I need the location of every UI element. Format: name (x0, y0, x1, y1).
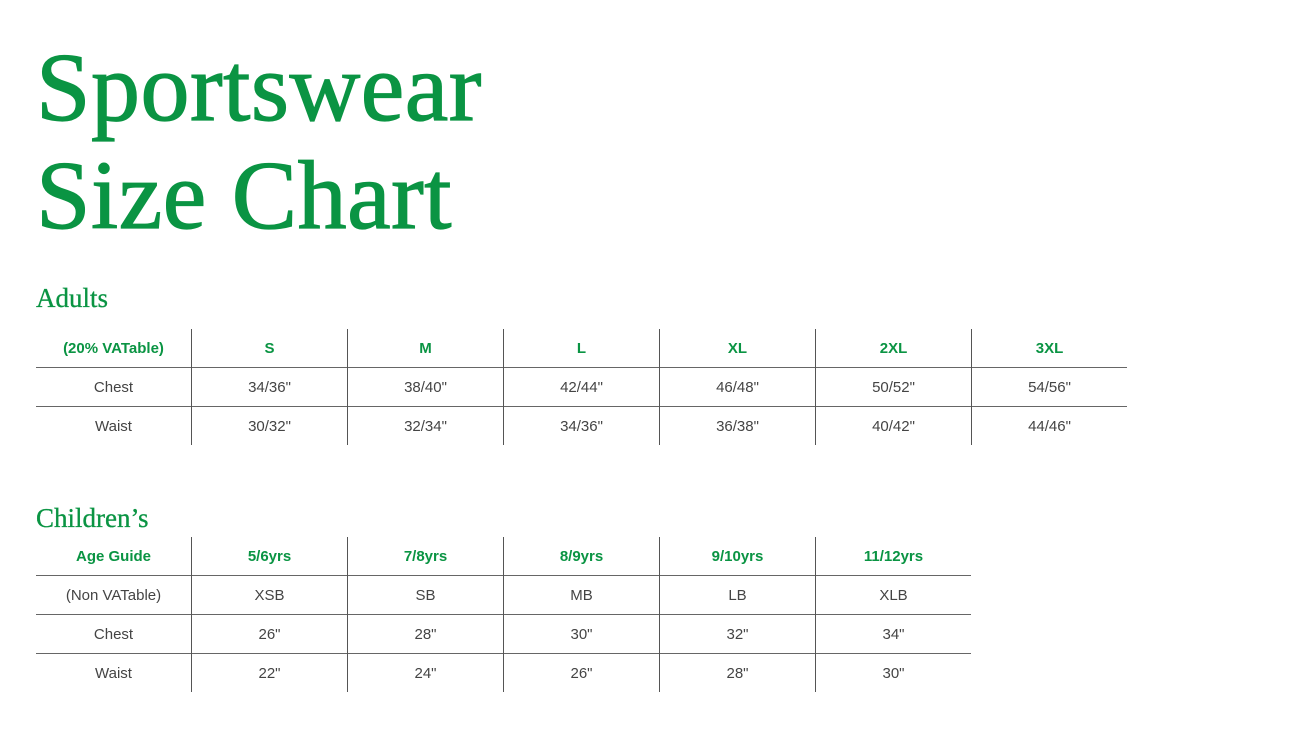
table-cell: 22" (191, 653, 348, 692)
table-row: Waist 22" 24" 26" 28" 30" (36, 653, 971, 692)
header-cell: L (503, 329, 660, 368)
page-title: Sportswear Size Chart (35, 33, 482, 250)
table-cell: 28" (347, 614, 504, 654)
table-cell: 44/46" (971, 406, 1127, 445)
table-cell: Chest (36, 614, 192, 654)
table-cell: SB (347, 575, 504, 615)
table-cell: XLB (815, 575, 971, 615)
header-cell: 5/6yrs (191, 537, 348, 576)
table-cell: 46/48" (659, 367, 816, 407)
adults-heading: Adults (36, 283, 109, 313)
table-cell: XSB (191, 575, 348, 615)
header-cell: 7/8yrs (347, 537, 504, 576)
table-row: Chest 34/36" 38/40" 42/44" 46/48" 50/52" 54/56… (36, 367, 1127, 407)
children-size-table: Age Guide 5/6yrs 7/8yrs 8/9yrs 9/10yrs 11/12y… (36, 537, 971, 692)
header-cell: 8/9yrs (503, 537, 660, 576)
table-cell: Waist (36, 406, 192, 445)
table-cell: 36/38" (659, 406, 816, 445)
table-cell: MB (503, 575, 660, 615)
table-cell: 34/36" (191, 367, 348, 407)
children-heading: Children’s (36, 503, 149, 533)
table-cell: Waist (36, 653, 192, 692)
header-cell: 11/12yrs (815, 537, 971, 576)
table-cell: 40/42" (815, 406, 972, 445)
table-row: (Non VATable) XSB SB MB LB XLB (36, 575, 971, 615)
table-row: Chest 26" 28" 30" 32" 34" (36, 614, 971, 654)
table-cell: 34" (815, 614, 971, 654)
table-cell: 34/36" (503, 406, 660, 445)
table-cell: 30/32" (191, 406, 348, 445)
table-header-row: Age Guide 5/6yrs 7/8yrs 8/9yrs 9/10yrs 11/12y… (36, 537, 971, 576)
title-line-2: Size Chart (35, 141, 452, 250)
adults-size-table: (20% VATable) S M L XL 2XL 3XL Chest 34/36" 38/40… (36, 329, 1127, 445)
table-cell: Chest (36, 367, 192, 407)
header-cell: 3XL (971, 329, 1127, 368)
header-cell: 9/10yrs (659, 537, 816, 576)
header-cell: M (347, 329, 504, 368)
table-cell: 28" (659, 653, 816, 692)
table-cell: 54/56" (971, 367, 1127, 407)
table-cell: LB (659, 575, 816, 615)
title-line-1: Sportswear (35, 33, 482, 142)
table-cell: 32" (659, 614, 816, 654)
table-cell: 24" (347, 653, 504, 692)
table-row: Waist 30/32" 32/34" 34/36" 36/38" 40/42" 44/46… (36, 406, 1127, 445)
header-cell: Age Guide (75, 547, 151, 565)
table-cell: 50/52" (815, 367, 972, 407)
table-cell: 30" (815, 653, 971, 692)
header-cell: 2XL (815, 329, 972, 368)
table-header-row: (20% VATable) S M L XL 2XL 3XL (36, 329, 1127, 368)
table-cell: 32/34" (347, 406, 504, 445)
header-cell: (20% VATable) (63, 339, 164, 357)
header-cell: S (191, 329, 348, 368)
table-cell: 26" (503, 653, 660, 692)
table-cell: 42/44" (503, 367, 660, 407)
table-cell: (Non VATable) (36, 575, 192, 615)
table-cell: 38/40" (347, 367, 504, 407)
table-cell: 26" (191, 614, 348, 654)
table-cell: 30" (503, 614, 660, 654)
header-cell: XL (659, 329, 816, 368)
